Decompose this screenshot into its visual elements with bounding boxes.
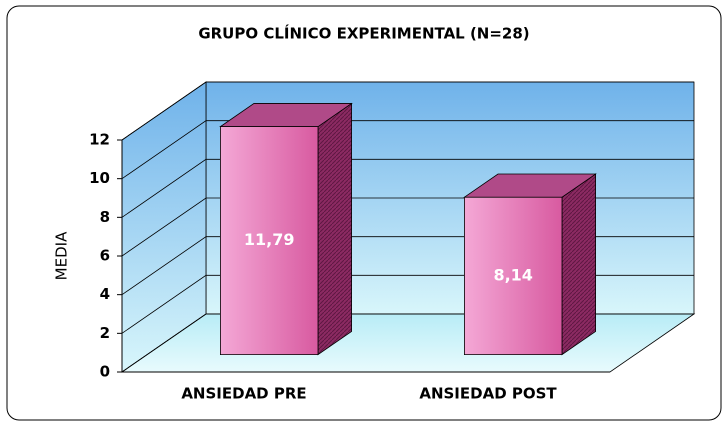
y-tick-label: 2 xyxy=(100,324,110,342)
y-tick-label: 6 xyxy=(100,247,110,265)
grid-line xyxy=(121,158,694,218)
y-tick-label: 0 xyxy=(100,363,110,381)
chart-title: GRUPO CLÍNICO EXPERIMENTAL (N=28) xyxy=(198,24,529,43)
y-tick-label: 4 xyxy=(100,285,110,303)
grid-line xyxy=(121,81,694,141)
floor xyxy=(120,313,696,373)
bar xyxy=(463,196,563,356)
data-label: 11,79 xyxy=(244,230,295,249)
x-tick-label: ANSIEDAD POST xyxy=(419,385,557,403)
data-label: 8,14 xyxy=(493,265,532,284)
bar xyxy=(219,126,319,356)
y-tick-label: 12 xyxy=(89,131,110,149)
grid-line xyxy=(121,120,694,179)
y-axis-label: MEDIA xyxy=(53,231,71,280)
y-tick-label: 10 xyxy=(89,169,110,187)
y-tick-label: 8 xyxy=(100,208,110,226)
bar-side xyxy=(561,173,596,356)
x-tick-label: ANSIEDAD PRE xyxy=(181,385,306,403)
bar-side xyxy=(317,102,353,356)
